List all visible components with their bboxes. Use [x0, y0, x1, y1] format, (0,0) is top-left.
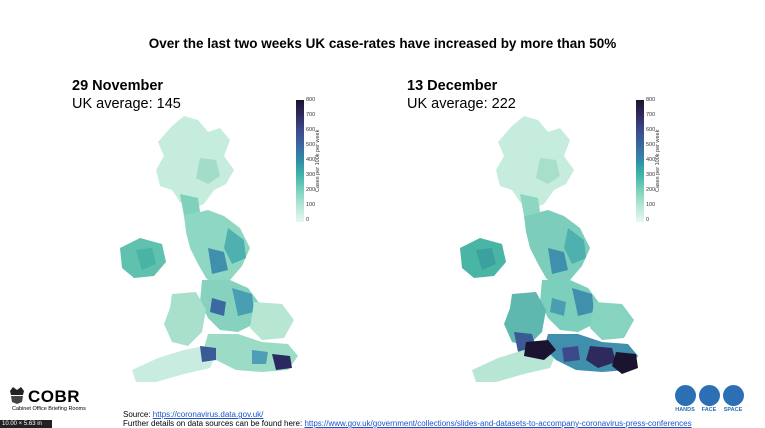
east-region [590, 302, 634, 340]
colorbar-tick: 800 [646, 97, 656, 103]
details-link[interactable]: https://www.gov.uk/government/collection… [304, 419, 692, 428]
crown-crest-icon [10, 387, 24, 404]
colorbar-tick: 500 [306, 142, 316, 148]
north-england-region [184, 210, 250, 288]
panel-average-left: UK average: 145 [72, 96, 181, 112]
hands-icon [675, 385, 696, 406]
slide-headline: Over the last two weeks UK case-rates ha… [148, 36, 617, 51]
colorbar-tick: 600 [306, 127, 316, 133]
south-west-region [132, 346, 216, 382]
scotland-region [156, 116, 234, 210]
slide-size-tag: 10.00 × 5.63 in [0, 420, 52, 428]
colorbar-tick: 400 [646, 157, 656, 163]
source-link[interactable]: https://coronavirus.data.gov.uk/ [152, 410, 264, 419]
colorbar-tick: 0 [306, 217, 310, 223]
colorbar-tick: 500 [646, 142, 656, 148]
wales-region [164, 292, 206, 346]
south-wales-hotspot [524, 340, 556, 360]
colorbar-tick: 300 [306, 172, 316, 178]
uk-map-december [460, 116, 638, 382]
cobr-logo-subtitle: Cabinet Office Briefing Rooms [12, 406, 86, 412]
colorbar-tick: 300 [646, 172, 656, 178]
footer-source: Source: https://coronavirus.data.gov.uk/ [123, 410, 263, 419]
colorbar-label: Cases per 100k per week [655, 129, 661, 192]
face-label: FACE [701, 407, 717, 413]
colorbar-tick: 100 [306, 202, 316, 208]
uk-map-november [120, 116, 298, 382]
colorbar-tick: 400 [306, 157, 316, 163]
colorbar-left [296, 100, 304, 222]
panel-average-right: UK average: 222 [407, 96, 516, 112]
panel-date-right: 13 December [407, 78, 498, 94]
colorbar-right [636, 100, 644, 222]
cobr-logo-title: COBR [28, 387, 81, 406]
colorbar-tick: 200 [646, 187, 656, 193]
london-hotspot [586, 346, 616, 368]
east-region [250, 302, 294, 340]
footer-source-prefix: Source: [123, 410, 153, 419]
colorbar-tick: 700 [306, 112, 316, 118]
north-england-region [524, 210, 590, 288]
footer-details-prefix: Further details on data sources can be f… [123, 419, 305, 428]
colorbar-tick: 0 [646, 217, 650, 223]
scotland-region [496, 116, 574, 210]
colorbar-tick: 200 [306, 187, 316, 193]
colorbar-tick: 600 [646, 127, 656, 133]
footer-details: Further details on data sources can be f… [123, 419, 692, 428]
space-icon [723, 385, 744, 406]
face-icon [699, 385, 720, 406]
colorbar-tick: 100 [646, 202, 656, 208]
colorbar-label: Cases per 100k per week [315, 129, 321, 192]
hands-label: HANDS [675, 407, 695, 413]
colorbar-tick: 800 [306, 97, 316, 103]
panel-date-left: 29 November [72, 78, 164, 94]
colorbar-tick: 700 [646, 112, 656, 118]
space-label: SPACE [723, 407, 743, 413]
